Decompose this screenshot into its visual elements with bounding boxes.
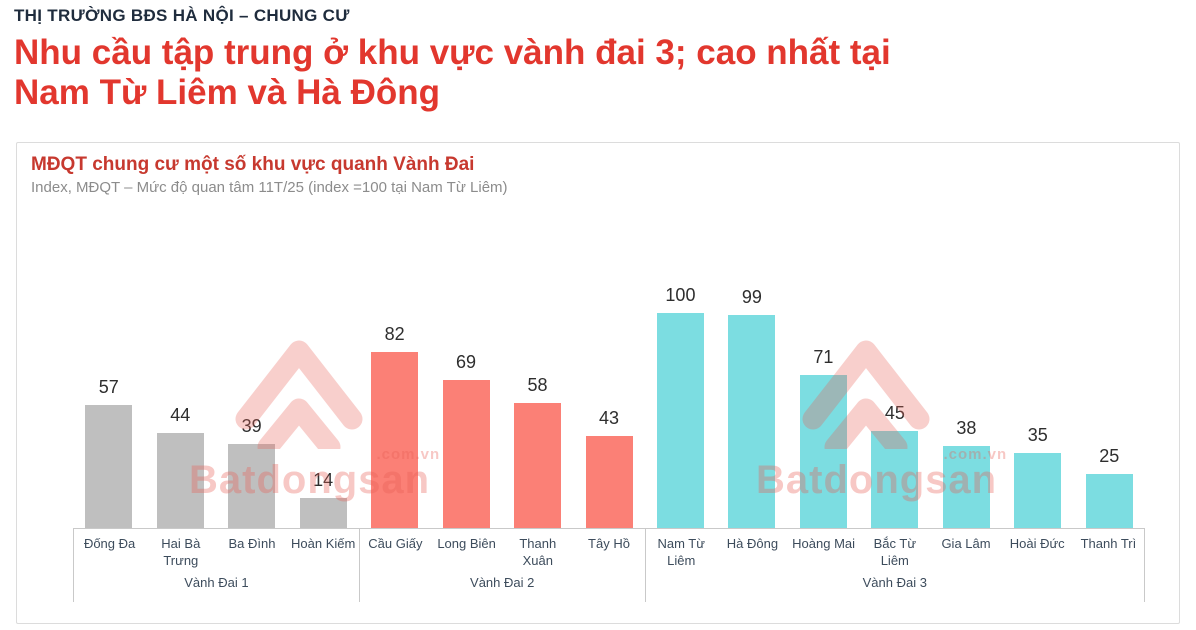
bar-column: 58 [502,375,573,528]
category-row: Đống Đa Hai Bà Trưng Ba Đình Hoàn Kiếm [74,529,359,571]
bar-chart: 57 44 39 14 82 69 58 43 100 99 71 45 38 35 25 Đống Đa H… [73,231,1145,602]
bar-value-label: 43 [598,408,620,428]
bar [156,433,204,528]
bar-value-label: 57 [98,377,119,397]
bar-column: 100 [645,285,716,528]
bar [514,403,562,528]
bar [85,405,133,528]
bar [871,431,919,528]
x-axis-label: Tây Hồ [588,536,630,551]
bar-value-label: 35 [1027,425,1048,445]
page-title: Nhu cầu tập trung ở khu vực vành đai 3; … [14,33,1174,114]
x-axis-label: Ba Đình [228,536,276,551]
bar [585,436,633,528]
axis-bottom: Đống Đa Hai Bà Trưng Ba Đình Hoàn Kiếm Vành … [73,528,1145,602]
bar [799,375,847,528]
bar-value-label: 25 [1099,446,1120,466]
bar [299,498,347,528]
x-axis-label: Long Biên [437,536,496,551]
chart-title: MĐQT chung cư một số khu vực quanh Vành … [31,154,475,175]
bar-value-label: 39 [241,416,262,436]
bar-column: 43 [573,408,644,528]
bar-column: 99 [716,287,787,528]
bar-value-label: 71 [813,347,834,367]
bar [656,313,704,528]
group-label: Vành Đai 1 [184,575,249,590]
x-axis-label: Nam Từ Liêm [657,536,705,568]
bar-value-label: 58 [527,375,548,395]
bar [942,446,990,528]
axis-group: Cầu Giấy Long Biên Thanh Xuân Tây Hồ Vành Đa… [358,529,645,602]
x-axis-label: Hai Bà Trưng [161,536,201,568]
x-axis-label: Hoàn Kiếm [291,536,356,551]
page-header: THỊ TRƯỜNG BĐS HÀ NỘI – CHUNG CƯ Nhu cầu… [14,6,1174,114]
bar-value-label: 45 [884,403,905,423]
bar [728,315,776,528]
bar-value-label: 100 [665,285,696,305]
kicker: THỊ TRƯỜNG BĐS HÀ NỘI – CHUNG CƯ [14,6,350,25]
page-title-line1: Nhu cầu tập trung ở khu vực vành đai 3; … [14,33,891,72]
bar-column: 14 [287,470,358,528]
bars-group: 82 69 58 43 [359,324,645,528]
bar-column: 25 [1074,446,1145,528]
bars-row: 57 44 39 14 82 69 58 43 100 99 71 45 38 35 25 [73,231,1145,528]
bar-column: 57 [73,377,144,528]
chart-subtitle: Index, MĐQT – Mức độ quan tâm 11T/25 (in… [31,179,508,196]
x-axis-label: Đống Đa [83,536,136,551]
bar-value-label: 38 [956,418,977,438]
bars-group: 100 99 71 45 38 35 25 [645,285,1145,528]
bar-value-label: 99 [741,287,762,307]
bar-column: 35 [1002,425,1073,528]
page-title-line2: Nam Từ Liêm và Hà Đông [14,73,440,113]
bar-value-label: 14 [313,470,334,490]
bar-column: 71 [788,347,859,528]
x-axis-label: Thanh Xuân [519,536,557,568]
bars-group: 57 44 39 14 [73,377,359,528]
x-axis-label: Thanh Trì [1080,536,1137,551]
bar-value-label: 44 [170,405,191,425]
x-axis-label: Cầu Giấy [368,536,423,551]
bar [1085,474,1133,528]
group-label: Vành Đai 2 [470,575,535,590]
bar-column: 45 [859,403,930,528]
x-axis-label: Bắc Từ Liêm [873,536,917,568]
x-axis-label: Hà Đông [726,536,779,551]
bar-column: 38 [931,418,1002,528]
group-label: Vành Đai 3 [862,575,927,590]
bar-column: 39 [216,416,287,528]
bar [1014,453,1062,528]
bar-column: 82 [359,324,430,528]
category-row: Nam Từ Liêm Hà Đông Hoàng Mai Bắc Từ Liêm Gi… [646,529,1144,571]
x-axis-label: Hoàng Mai [792,536,856,551]
chart-card: MĐQT chung cư một số khu vực quanh Vành … [16,142,1180,624]
bar [228,444,276,528]
category-row: Cầu Giấy Long Biên Thanh Xuân Tây Hồ [360,529,645,571]
bar [371,352,419,528]
axis-group: Đống Đa Hai Bà Trưng Ba Đình Hoàn Kiếm Vành … [73,529,359,602]
bar [442,380,490,528]
bar-value-label: 82 [384,324,405,344]
axis-group: Nam Từ Liêm Hà Đông Hoàng Mai Bắc Từ Liêm Gi… [644,529,1145,602]
bar-column: 44 [144,405,215,528]
bar-column: 69 [430,352,501,528]
bar-value-label: 69 [456,352,477,372]
x-axis-label: Hoài Đức [1009,536,1065,551]
x-axis-label: Gia Lâm [941,536,991,551]
